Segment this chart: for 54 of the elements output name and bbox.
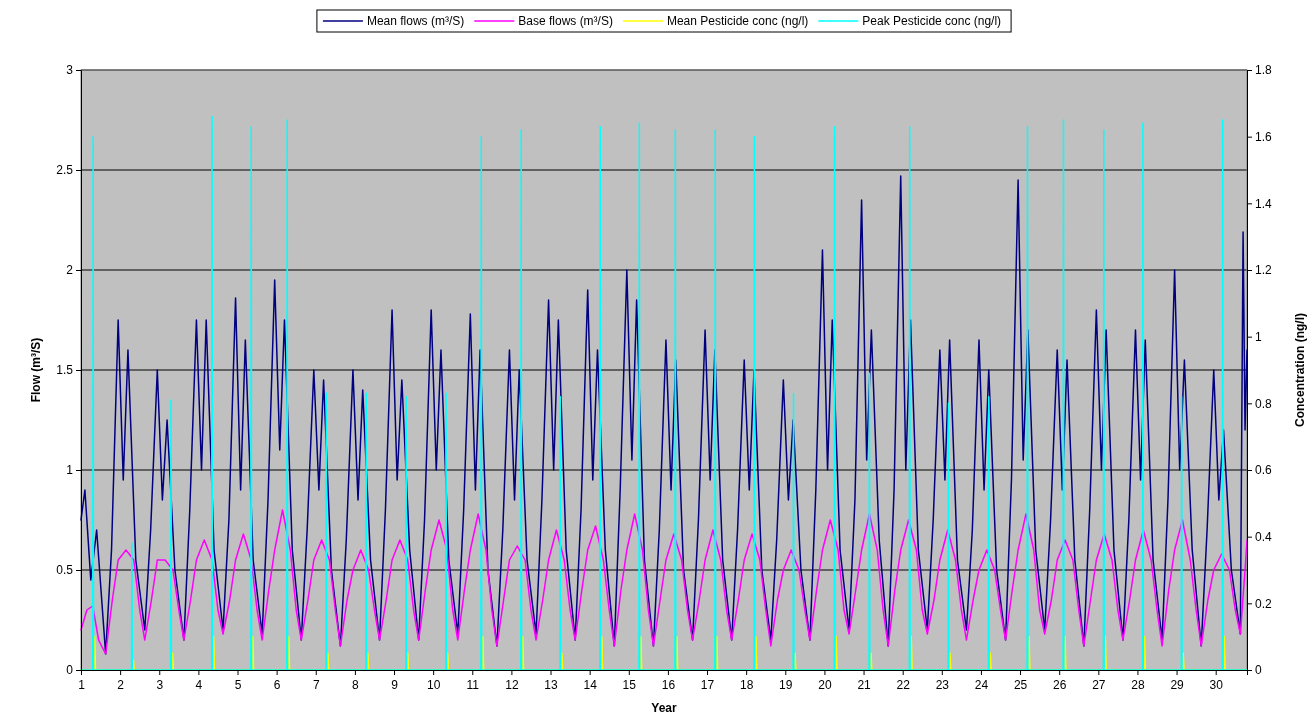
x-tick-label: 24 [974, 677, 989, 692]
legend-label: Peak Pesticide conc (ng/l) [862, 14, 1002, 28]
legend-label: Base flows (m³/S) [518, 14, 613, 28]
x-tick-label: 5 [234, 677, 242, 692]
y2-tick-label: 0 [1255, 663, 1262, 678]
y-tick-label: 0.5 [56, 563, 74, 578]
y-tick-label: 1 [66, 463, 74, 478]
x-tick-label: 18 [739, 677, 754, 692]
x-tick-label: 11 [466, 677, 480, 692]
x-tick-label: 29 [1170, 677, 1185, 692]
y-tick-label: 2 [66, 263, 74, 278]
legend-label: Mean Pesticide conc (ng/l) [666, 14, 809, 28]
x-tick-label: 23 [935, 677, 950, 692]
x-tick-label: 28 [1131, 677, 1145, 692]
x-tick-label: 20 [818, 677, 832, 692]
y-tick-label: 2.5 [56, 163, 74, 178]
x-tick-label: 26 [1053, 677, 1067, 692]
y-tick-label: 0 [66, 663, 74, 678]
x-tick-label: 12 [505, 677, 519, 692]
x-tick-label: 15 [622, 677, 637, 692]
x-tick-label: 6 [273, 677, 281, 692]
y2-tick-label: 1.6 [1255, 130, 1273, 145]
x-tick-label: 27 [1092, 677, 1106, 692]
y-tick-label: 1.5 [56, 363, 74, 378]
y-axis-title: Flow (m³/S) [29, 337, 43, 403]
x-tick-label: 8 [352, 677, 360, 692]
y2-tick-label: 1.2 [1255, 263, 1273, 278]
y2-tick-label: 0.4 [1255, 530, 1273, 545]
x-tick-label: 4 [195, 677, 203, 692]
x-tick-label: 16 [661, 677, 676, 692]
x-tick-label: 30 [1209, 677, 1224, 692]
y-tick-label: 3 [66, 63, 74, 78]
y2-tick-label: 1.8 [1255, 63, 1273, 78]
x-tick-label: 21 [857, 677, 872, 692]
y2-tick-label: 0.8 [1255, 396, 1273, 411]
y2-tick-label: 0.6 [1255, 463, 1273, 478]
x-tick-label: 1 [78, 677, 86, 692]
x-axis-title: Year [651, 701, 678, 715]
x-tick-label: 13 [544, 677, 559, 692]
x-tick-label: 22 [896, 677, 911, 692]
y2-tick-label: 0.2 [1255, 596, 1273, 611]
y2-tick-label: 1 [1255, 330, 1262, 345]
x-tick-label: 7 [312, 677, 320, 692]
x-tick-label: 14 [583, 677, 598, 692]
x-tick-label: 2 [117, 677, 125, 692]
x-tick-label: 10 [426, 677, 441, 692]
x-tick-label: 17 [700, 677, 715, 692]
y2-tick-label: 1.4 [1255, 196, 1273, 211]
legend-label: Mean flows (m³/S) [366, 14, 465, 28]
x-tick-label: 25 [1013, 677, 1028, 692]
x-tick-label: 9 [391, 677, 399, 692]
x-tick-label: 3 [156, 677, 164, 692]
y2-axis-title: Concentration (ng/l) [1293, 313, 1307, 427]
x-tick-label: 19 [779, 677, 793, 692]
